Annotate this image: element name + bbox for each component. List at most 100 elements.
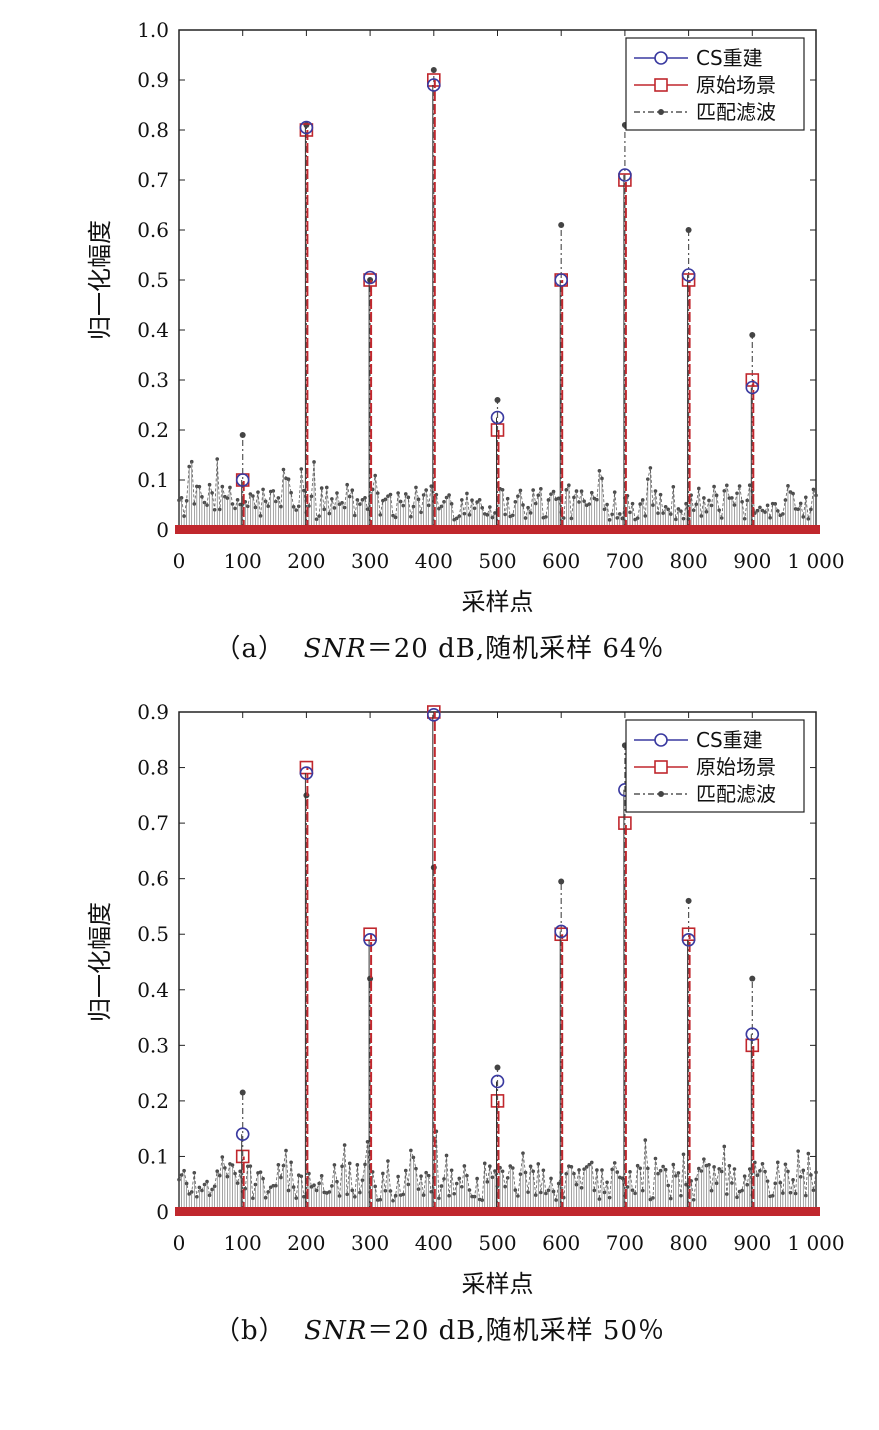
chart-panel-a: 0 0.1 0.2 0.3 0.4 0.5 0.6 0.7 0.8 0.9 1.0 0 100 200 30… (0, 0, 879, 680)
y-tick-label: 0 (156, 518, 169, 542)
original-scene-point (299, 760, 314, 775)
cs-reconstruction-point (681, 932, 696, 947)
y-tick-label: 0.3 (137, 1033, 169, 1057)
y-tick-label: 0.3 (137, 368, 169, 392)
y-tick-label: 0.6 (137, 867, 169, 891)
noise-dot (551, 1189, 556, 1194)
x-tick-label: 300 (351, 1231, 389, 1255)
noise-dot (793, 1191, 798, 1196)
matched-filter-point (239, 432, 246, 438)
x-tick-label: 700 (606, 1231, 644, 1255)
noise-dot (742, 1174, 747, 1178)
noise-dot (200, 1188, 204, 1193)
x-tick-label: 400 (415, 1231, 453, 1255)
x-tick-label: 100 (224, 549, 262, 573)
legend-mf-marker (658, 791, 664, 797)
original-scene-point (363, 927, 377, 942)
y-tick-label: 0 (156, 1200, 169, 1224)
x-tick-label: 0 (173, 549, 186, 573)
matched-filter-point (558, 878, 565, 885)
x-tick-label: 700 (606, 549, 644, 573)
noise-dot (610, 1167, 614, 1172)
original-scene-point (745, 1038, 760, 1053)
original-scene-point (490, 1094, 505, 1108)
original-scene-point (745, 373, 760, 387)
legend-label: 原始场景 (696, 755, 776, 779)
x-tick-label: 900 (733, 549, 771, 573)
legend-mf-marker (658, 109, 664, 115)
y-tick-label: 0.5 (137, 268, 169, 292)
y-tick-label: 0.8 (137, 118, 169, 142)
legend-cs-marker (654, 51, 668, 65)
noise-dot (740, 1188, 744, 1193)
noise-dot (286, 1188, 291, 1193)
y-tick-label: 0.9 (137, 68, 169, 92)
x-tick-label: 0 (173, 1231, 186, 1255)
cs-reconstruction-point (745, 380, 760, 395)
x-tick-label: 200 (287, 549, 325, 573)
cs-reconstruction-point (490, 1074, 505, 1089)
chart-panel-b: 0 0.1 0.2 0.3 0.4 0.5 0.6 0.7 0.8 0.9 0 100 200 300 40… (0, 682, 879, 1362)
cs-reconstruction-point (299, 120, 314, 135)
noise-dot (233, 1171, 237, 1176)
noise-dot (595, 1168, 599, 1172)
cs-reconstruction-point (745, 1027, 760, 1042)
cs-reconstruction-point (363, 270, 377, 285)
noise-dot (684, 1182, 688, 1187)
x-axis-title: 采样点 (462, 588, 534, 616)
noise-dot (791, 1178, 795, 1182)
cs-reconstruction-point (490, 410, 505, 425)
cs-reconstruction-point (363, 932, 377, 947)
x-tick-label: 1 000 (787, 549, 844, 573)
matched-filter-point (749, 975, 756, 982)
chart-a-caption: （a） SNR＝20 dB,随机采样 64％ (214, 634, 665, 664)
legend-cs-marker (654, 733, 668, 747)
noise-dot (643, 1138, 648, 1142)
original-scene-point (426, 73, 441, 87)
matched-filter-point (685, 897, 692, 904)
cs-reconstruction-point (681, 268, 696, 282)
x-tick-label: 1 000 (787, 1231, 844, 1255)
cs-reconstruction-point (235, 1127, 250, 1142)
cs-reconstruction-point (299, 766, 314, 780)
matched-filter-point (558, 222, 565, 228)
x-axis-title: 采样点 (462, 1270, 534, 1298)
cs-reconstruction-point (618, 168, 632, 182)
legend-label: 原始场景 (696, 73, 776, 97)
chart-b-caption: （b） SNR＝20 dB,随机采样 50％ (213, 1316, 666, 1346)
y-tick-label: 1.0 (137, 18, 169, 42)
matched-filter-point (303, 122, 310, 128)
noise-dot (712, 1165, 716, 1169)
matched-filter-noise (177, 1129, 818, 1212)
original-scene-point (681, 927, 696, 942)
x-tick-label: 600 (542, 549, 580, 573)
x-tick-label: 600 (542, 1231, 580, 1255)
noise-dot (319, 1173, 324, 1178)
matched-filter-point (494, 397, 501, 403)
x-tick-label: 800 (670, 1231, 708, 1255)
y-axis-title: 归一化幅度 (86, 220, 114, 340)
y-tick-label: 0.8 (137, 756, 169, 780)
cs-reconstruction-point (426, 78, 441, 92)
legend-label: 匹配滤波 (696, 782, 776, 806)
y-tick-label: 0.9 (137, 700, 169, 724)
legend-original-marker (654, 760, 668, 774)
original-scene-baseline (175, 1207, 820, 1216)
noise-dot (289, 1160, 293, 1165)
chart-a-svg: 0 0.1 0.2 0.3 0.4 0.5 0.6 0.7 0.8 0.9 1.0 0 100 200 30… (86, 18, 845, 616)
matched-filter-point (494, 1064, 501, 1071)
matched-filter-point (239, 1089, 246, 1096)
y-axis-title: 归一化幅度 (86, 902, 114, 1022)
x-tick-label: 300 (351, 549, 389, 573)
noise-dot (592, 1188, 597, 1193)
legend-label: 匹配滤波 (696, 100, 776, 124)
y-tick-label: 0.2 (137, 418, 169, 442)
noise-dot (337, 1194, 342, 1198)
x-tick-label: 200 (287, 1231, 325, 1255)
noise-dot (556, 1181, 561, 1186)
original-scene-baseline (175, 525, 820, 534)
chart-b-svg: 0 0.1 0.2 0.3 0.4 0.5 0.6 0.7 0.8 0.9 0 100 200 300 40… (86, 700, 845, 1298)
y-tick-label: 0.6 (137, 218, 169, 242)
y-tick-label: 0.4 (137, 978, 169, 1002)
original-scene-point (618, 173, 632, 187)
